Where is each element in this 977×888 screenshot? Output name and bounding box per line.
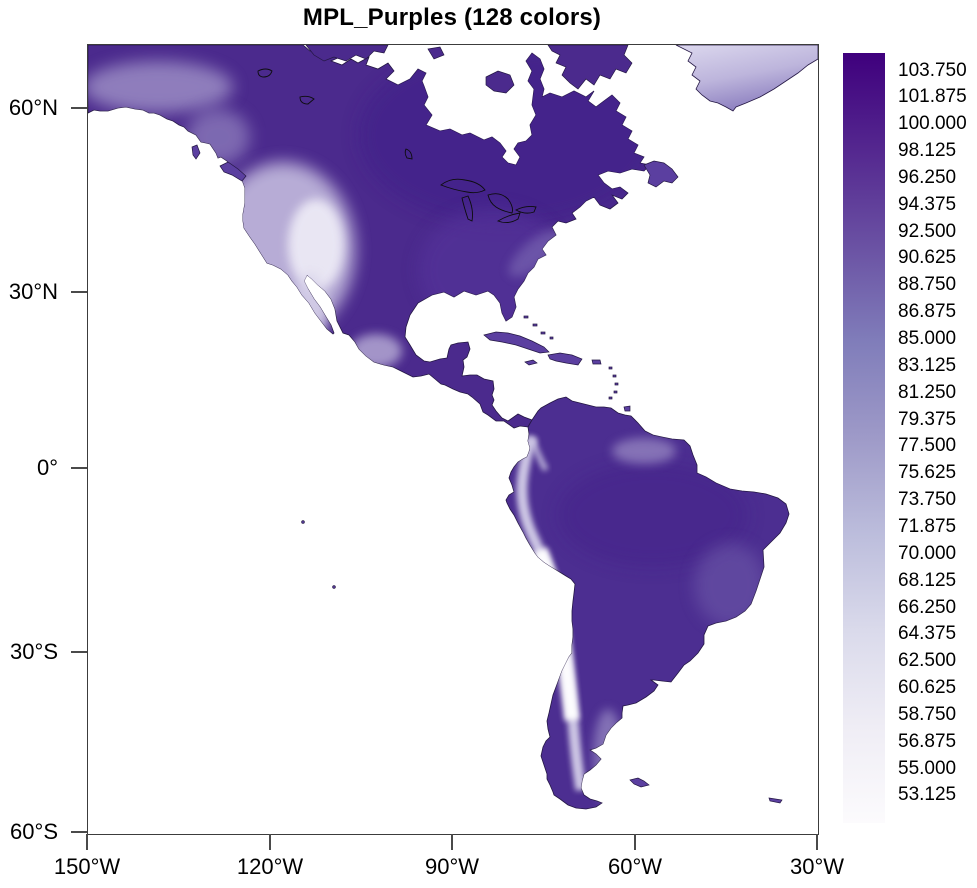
antilles-2 (612, 374, 617, 378)
colorbar-label: 68.125 (898, 569, 957, 591)
colorbar-label: 86.875 (898, 301, 957, 323)
cuba (483, 331, 550, 354)
greenland (675, 45, 818, 112)
colorbar-label: 90.625 (898, 247, 957, 269)
lon-tick (634, 834, 636, 850)
lake-michigan (461, 195, 473, 222)
lon-tick-label: 150°W (53, 854, 121, 879)
lat-tick-label: 30°N (8, 279, 58, 304)
shade-colombia-andes (528, 435, 549, 472)
bahamas-4 (549, 336, 554, 340)
southampton-island (485, 70, 515, 94)
shade-patagonia-light (593, 709, 623, 805)
hispaniola (547, 352, 583, 366)
falkland-islands (629, 777, 650, 788)
antilles-1 (608, 366, 613, 370)
colorbar-label: 100.000 (898, 113, 967, 135)
colorbar-label: 88.750 (898, 274, 957, 296)
shade-alaska-light (88, 61, 233, 113)
colorbar-label: 73.750 (898, 489, 957, 511)
antilles-4 (613, 390, 618, 394)
lat-tick (71, 651, 87, 653)
antilles-3 (614, 382, 619, 386)
bahamas-1 (523, 315, 529, 319)
colorbar-label: 101.875 (898, 86, 967, 108)
vancouver-island (219, 161, 247, 182)
great-bear-lake (257, 68, 273, 78)
king-william-island (427, 46, 445, 60)
lake-erie (496, 212, 521, 224)
lat-tick-label: 60°N (8, 95, 58, 120)
colorbar-label: 92.500 (898, 220, 957, 242)
victoria-island (305, 45, 389, 62)
colorbar-label: 64.375 (898, 623, 957, 645)
map-frame (87, 44, 819, 835)
lat-tick (71, 467, 87, 469)
lon-tick-label: 30°W (789, 854, 845, 879)
islands (191, 144, 783, 804)
trinidad (623, 405, 631, 412)
colorbar-label: 96.250 (898, 166, 957, 188)
plot-title: MPL_Purples (128 colors) (302, 4, 602, 31)
colorbar-label: 70.000 (898, 542, 957, 564)
colorbar-label: 56.875 (898, 730, 957, 752)
colorbar-label: 98.125 (898, 140, 957, 162)
haida-gwaii (191, 144, 201, 160)
colorbar-label: 103.750 (898, 59, 967, 81)
lon-tick (451, 834, 453, 850)
shade-brazil-highlands (694, 543, 766, 627)
colorbar-label: 60.625 (898, 677, 957, 699)
puerto-rico (591, 359, 602, 365)
arctic-islands (305, 45, 633, 94)
colorbar-label: 55.000 (898, 757, 957, 779)
colorbar-label: 58.750 (898, 703, 957, 725)
continent-south-america (505, 396, 790, 810)
colorbar-label: 53.125 (898, 784, 957, 806)
lon-tick (816, 834, 818, 850)
colorbar-label: 85.000 (898, 328, 957, 349)
shade-guiana-highlands (612, 438, 676, 464)
lat-tick-label: 30°S (10, 639, 58, 664)
south-georgia (768, 797, 783, 804)
lon-tick (86, 834, 88, 850)
colorbar-label: 77.500 (898, 435, 957, 457)
lon-tick (269, 834, 271, 850)
antilles-5 (608, 396, 613, 400)
colorbar-label: 79.375 (898, 408, 957, 430)
colorbar-label: 81.250 (898, 381, 957, 403)
newfoundland (643, 160, 679, 188)
lake-ontario (515, 205, 537, 214)
shade-us-east (418, 208, 568, 332)
shade-great-basin (288, 199, 344, 291)
colorbar-label: 83.125 (898, 354, 957, 376)
great-slave-lake (299, 95, 315, 105)
colorbar-label: 75.625 (898, 462, 957, 484)
bahamas-3 (540, 331, 546, 335)
pacific-islet-1 (301, 520, 305, 524)
lat-tick (71, 107, 87, 109)
colorbar-label: 66.250 (898, 596, 957, 618)
shade-amazon-dark (558, 463, 748, 567)
lake-superior (440, 178, 486, 194)
colorbar (843, 53, 885, 823)
lat-tick (71, 291, 87, 293)
jamaica (524, 359, 538, 366)
lat-tick-label: 0° (36, 455, 58, 480)
map-svg (88, 45, 818, 810)
colorbar-label: 94.375 (898, 193, 957, 215)
pacific-islet-2 (332, 585, 336, 589)
lat-tick (71, 831, 87, 833)
lon-tick-label: 120°W (236, 854, 304, 879)
shade-sierra-madre (293, 273, 327, 353)
lake-winnipeg (404, 148, 413, 160)
lon-tick-label: 60°W (607, 854, 663, 879)
baffin-island (547, 45, 633, 90)
colorbar-label: 62.500 (898, 650, 957, 672)
colorbar-label: 71.875 (898, 515, 957, 537)
bahamas-2 (532, 323, 538, 327)
lat-tick-label: 60°S (10, 819, 58, 844)
lon-tick-label: 90°W (424, 854, 480, 879)
lake-huron (487, 193, 513, 214)
